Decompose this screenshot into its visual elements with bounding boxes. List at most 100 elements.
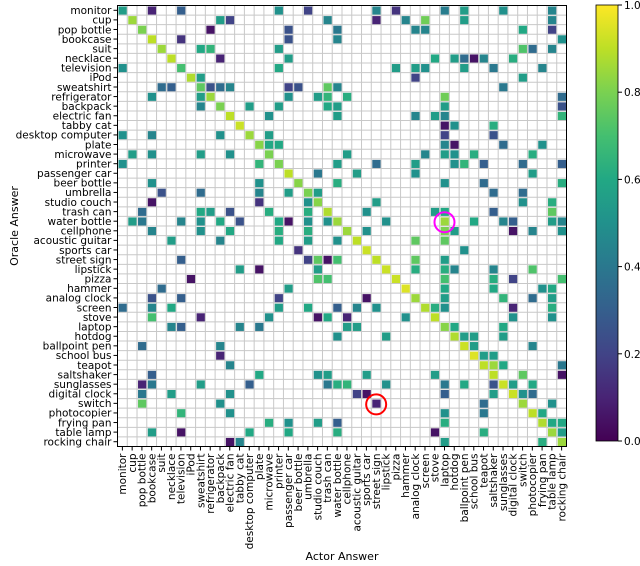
x-tick-label: television bbox=[176, 454, 188, 505]
heatmap-cell bbox=[362, 389, 371, 399]
heatmap-cell bbox=[216, 83, 225, 92]
y-tick-label: sports car bbox=[59, 245, 112, 257]
heatmap-cell bbox=[303, 188, 313, 197]
heatmap-cell bbox=[440, 274, 449, 284]
heatmap-cell bbox=[147, 303, 157, 312]
heatmap-cell bbox=[147, 294, 157, 303]
x-tick-label: table lamp bbox=[547, 453, 559, 510]
heatmap-cell bbox=[518, 25, 527, 34]
heatmap-cell bbox=[333, 303, 342, 312]
heatmap-cell bbox=[333, 111, 342, 121]
heatmap-cell bbox=[440, 284, 449, 293]
heatmap-cell bbox=[430, 111, 440, 121]
heatmap-cell bbox=[196, 227, 205, 236]
heatmap-cell bbox=[547, 6, 557, 15]
heatmap-cell bbox=[440, 294, 449, 303]
heatmap-cell bbox=[255, 370, 264, 379]
heatmap-cell bbox=[547, 217, 557, 226]
heatmap-cell bbox=[528, 227, 537, 236]
annotation-circle bbox=[433, 211, 456, 234]
heatmap-cell bbox=[303, 217, 313, 226]
y-tick-label: hammer bbox=[67, 283, 112, 295]
y-tick-label: frying pan bbox=[58, 417, 112, 429]
heatmap-cell bbox=[264, 140, 274, 149]
heatmap-cell bbox=[430, 428, 440, 437]
x-tick-label: teapot bbox=[478, 454, 490, 488]
heatmap-cell bbox=[508, 227, 518, 236]
heatmap-cell bbox=[440, 380, 449, 389]
heatmap-cell bbox=[430, 303, 440, 312]
heatmap-cell bbox=[147, 131, 157, 140]
heatmap-cell bbox=[333, 102, 342, 111]
x-tick-label: refrigerator bbox=[205, 453, 217, 514]
y-tick-label: water bottle bbox=[48, 216, 112, 228]
heatmap-cell bbox=[518, 44, 527, 53]
heatmap-cell bbox=[557, 370, 566, 379]
heatmap-cell bbox=[557, 361, 566, 370]
heatmap-cell bbox=[547, 418, 557, 427]
y-tick-label: acoustic guitar bbox=[33, 235, 112, 247]
heatmap-cell bbox=[440, 303, 449, 312]
heatmap-cell bbox=[362, 207, 371, 216]
heatmap-cell bbox=[138, 217, 147, 226]
y-tick-label: switch bbox=[78, 398, 112, 410]
heatmap-cell bbox=[333, 83, 342, 92]
y-tick-label: studio couch bbox=[45, 197, 112, 209]
heatmap-cell bbox=[274, 140, 283, 149]
heatmap-cell bbox=[401, 284, 410, 293]
heatmap-cell bbox=[411, 294, 420, 303]
x-axis-label: Actor Answer bbox=[306, 550, 379, 563]
heatmap-cell bbox=[508, 313, 518, 322]
y-tick-label: backpack bbox=[62, 101, 113, 113]
colorbar-tick-label: 0.6 bbox=[624, 174, 640, 186]
heatmap-cell bbox=[450, 121, 459, 130]
heatmap-cell bbox=[557, 227, 566, 236]
y-tick-label: printer bbox=[76, 158, 112, 170]
heatmap-cell bbox=[440, 179, 449, 188]
heatmap-cell bbox=[323, 83, 332, 92]
heatmap-cell bbox=[528, 150, 537, 159]
heatmap-cell bbox=[333, 418, 342, 427]
heatmap-cell bbox=[391, 6, 401, 15]
heatmap-cell bbox=[196, 188, 205, 197]
heatmap-cell bbox=[440, 255, 449, 264]
x-tick-label: hotdog bbox=[449, 454, 461, 491]
heatmap-cell bbox=[196, 150, 205, 159]
x-tick-label: laptop bbox=[439, 453, 451, 487]
x-tick-label: backpack bbox=[215, 453, 227, 504]
heatmap-cell bbox=[538, 418, 547, 427]
heatmap-cell bbox=[557, 428, 566, 437]
y-tick-label: plate bbox=[85, 139, 112, 151]
y-tick-label: suit bbox=[92, 43, 111, 55]
y-tick-label: digital clock bbox=[49, 389, 113, 401]
heatmap-cell bbox=[216, 102, 225, 111]
x-tick-label: suit bbox=[156, 454, 168, 473]
heatmap-cell bbox=[313, 169, 322, 178]
heatmap-cell bbox=[479, 428, 488, 437]
heatmap-cell bbox=[362, 294, 371, 303]
heatmap-cell bbox=[274, 236, 283, 245]
heatmap-cell bbox=[196, 92, 205, 101]
heatmap-cell bbox=[499, 332, 508, 341]
colorbar-tick-label: 1.0 bbox=[624, 0, 640, 12]
heatmap-cell bbox=[284, 83, 293, 92]
heatmap-cell bbox=[518, 159, 527, 168]
heatmap-cell bbox=[440, 92, 449, 101]
heatmap-cell bbox=[499, 294, 508, 303]
heatmap-cell bbox=[333, 236, 342, 245]
heatmap-cell bbox=[430, 54, 440, 63]
heatmap-cell bbox=[245, 380, 254, 389]
heatmap-cell bbox=[479, 159, 488, 168]
heatmap-cell bbox=[547, 44, 557, 53]
heatmap-cell bbox=[323, 16, 332, 25]
heatmap-cell bbox=[225, 227, 235, 236]
heatmap-cell bbox=[421, 303, 430, 312]
heatmap-cell bbox=[167, 322, 176, 331]
heatmap-cell bbox=[313, 255, 322, 264]
y-tick-label: trash can bbox=[62, 206, 111, 218]
heatmap-cell bbox=[225, 437, 235, 446]
x-tick-label: pizza bbox=[390, 454, 402, 481]
heatmap-cell bbox=[235, 217, 244, 226]
heatmap-cell bbox=[401, 16, 410, 25]
heatmap-cell bbox=[118, 6, 127, 15]
